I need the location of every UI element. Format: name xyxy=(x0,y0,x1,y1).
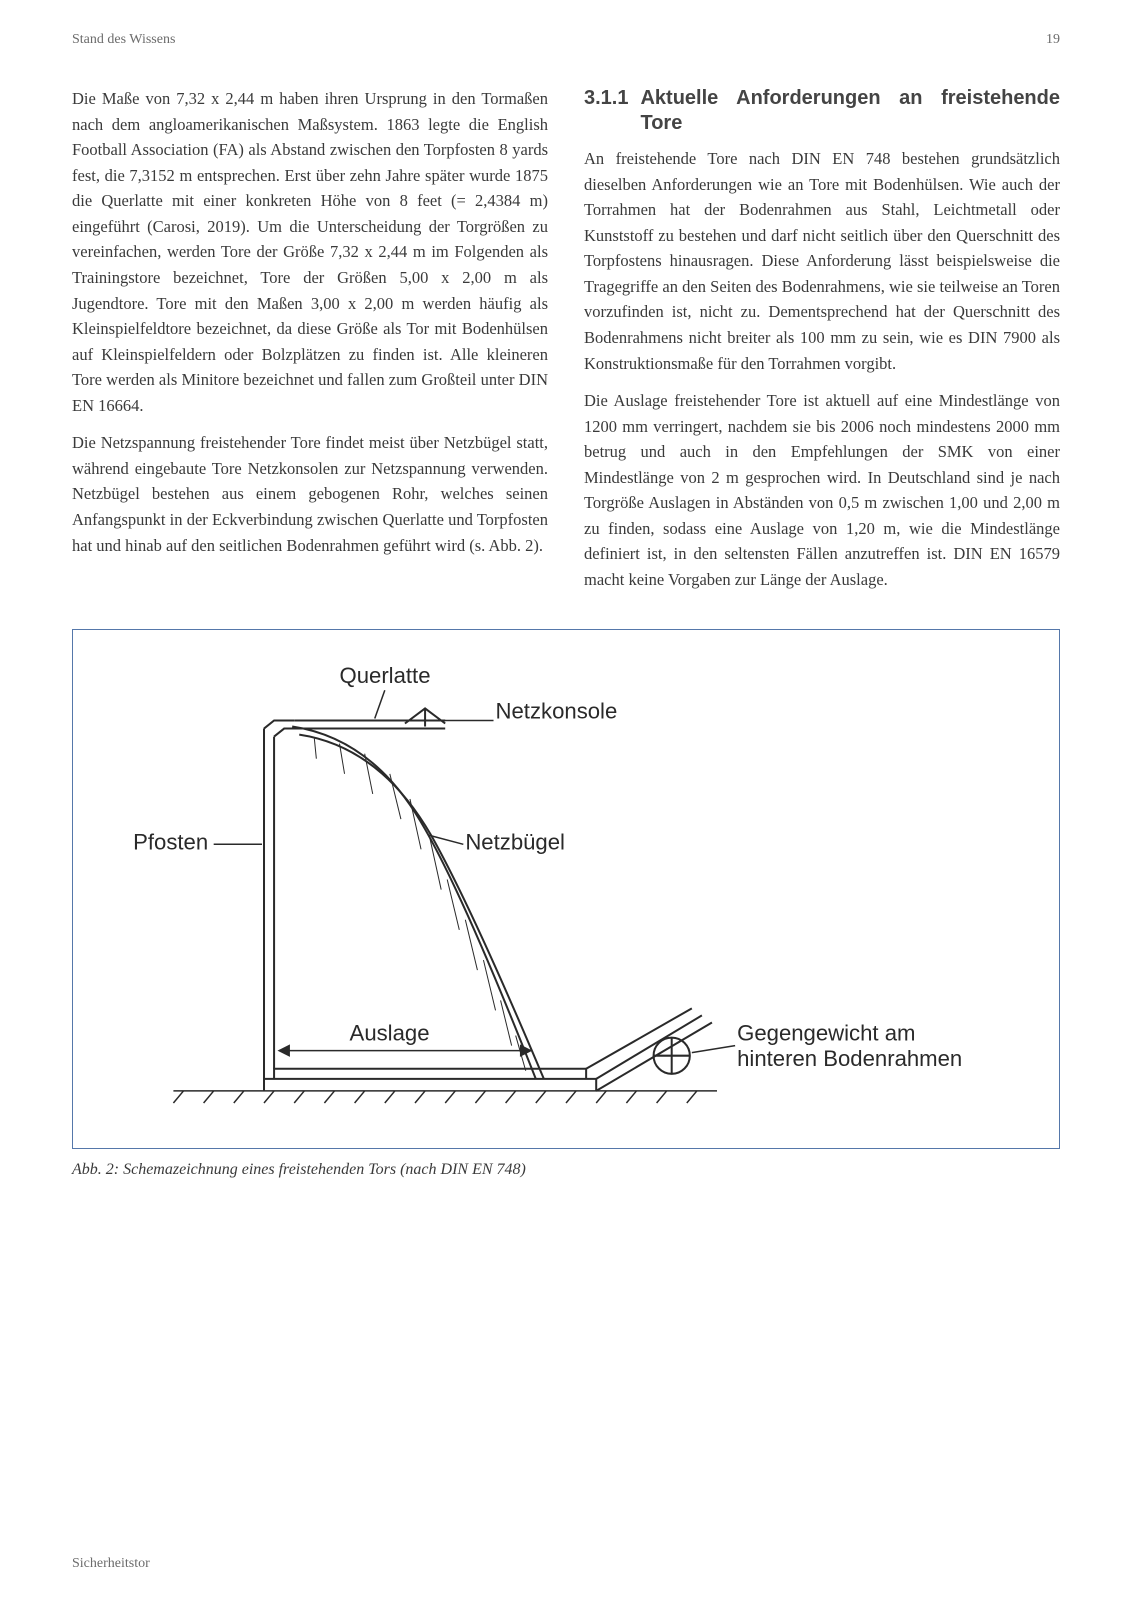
footer-text: Sicherheitstor xyxy=(72,1556,150,1572)
label-querlatte: Querlatte xyxy=(340,663,431,688)
left-column: Die Maße von 7,32 x 2,44 m haben ihren U… xyxy=(72,86,548,605)
right-paragraph-1: An freistehende Tore nach DIN EN 748 bes… xyxy=(584,146,1060,376)
label-pfosten: Pfosten xyxy=(133,829,208,854)
section-heading: 3.1.1 Aktuelle Anforderungen an freisteh… xyxy=(584,86,1060,136)
figure-caption: Abb. 2: Schemazeichnung eines freistehen… xyxy=(72,1161,1060,1179)
left-paragraph-2: Die Netzspannung freistehender Tore find… xyxy=(72,430,548,558)
label-gegengewicht-1: Gegengewicht am xyxy=(737,1020,915,1045)
figure-2: Querlatte Netzkonsole Pfosten Netzbügel … xyxy=(72,629,1060,1149)
label-netzkonsole: Netzkonsole xyxy=(496,698,618,723)
left-paragraph-1: Die Maße von 7,32 x 2,44 m haben ihren U… xyxy=(72,86,548,418)
section-title: Stand des Wissens xyxy=(72,32,175,48)
label-gegengewicht-2: hinteren Bodenrahmen xyxy=(737,1045,962,1070)
text-columns: Die Maße von 7,32 x 2,44 m haben ihren U… xyxy=(72,86,1060,605)
right-column: 3.1.1 Aktuelle Anforderungen an freisteh… xyxy=(584,86,1060,605)
heading-title: Aktuelle Anforderungen an freistehende T… xyxy=(640,86,1060,136)
label-auslage: Auslage xyxy=(350,1020,430,1045)
label-netzbuegel: Netzbügel xyxy=(465,829,565,854)
heading-number: 3.1.1 xyxy=(584,86,628,136)
right-paragraph-2: Die Auslage freistehender Tore ist aktue… xyxy=(584,388,1060,593)
goal-diagram: Querlatte Netzkonsole Pfosten Netzbügel … xyxy=(113,648,1019,1131)
page-header: Stand des Wissens 19 xyxy=(72,32,1060,48)
page-number: 19 xyxy=(1046,32,1060,48)
